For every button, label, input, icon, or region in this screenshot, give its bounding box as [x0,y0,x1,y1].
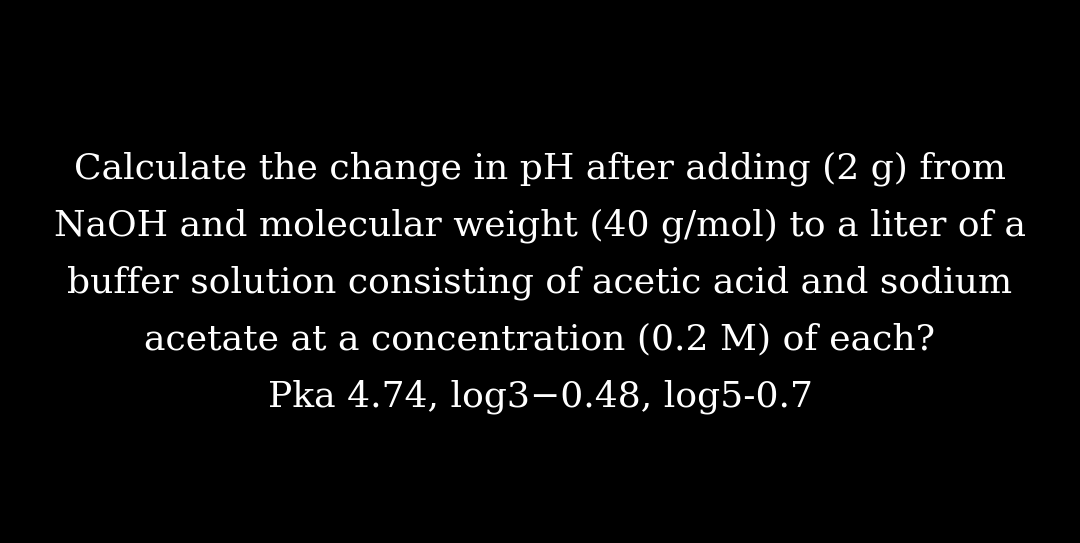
Text: buffer solution consisting of acetic acid and sodium: buffer solution consisting of acetic aci… [67,265,1013,300]
Text: Calculate the change in pH after adding (2 g) from: Calculate the change in pH after adding … [75,151,1005,186]
Text: acetate at a concentration (0.2 M) of each?: acetate at a concentration (0.2 M) of ea… [145,323,935,356]
Text: NaOH and molecular weight (40 g/mol) to a liter of a: NaOH and molecular weight (40 g/mol) to … [54,208,1026,243]
Text: Pka 4.74, log3−0.48, log5-0.7: Pka 4.74, log3−0.48, log5-0.7 [268,379,812,414]
